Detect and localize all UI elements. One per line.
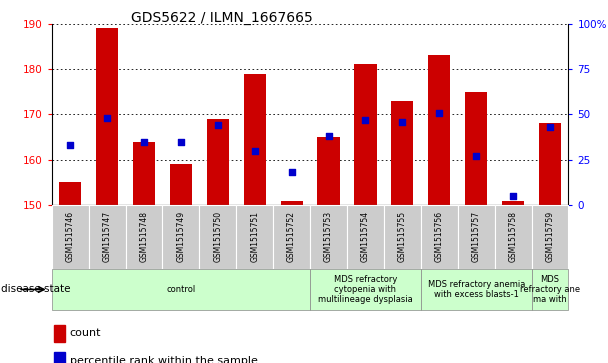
Bar [52, 269, 310, 310]
Point [545, 124, 555, 130]
Point [323, 133, 333, 139]
Text: control: control [166, 285, 196, 294]
Bar [465, 92, 487, 205]
Text: MDS refractory
cytopenia with
multilineage dysplasia: MDS refractory cytopenia with multilinea… [318, 274, 413, 305]
Bar [237, 205, 273, 269]
Text: GSM1515753: GSM1515753 [324, 211, 333, 262]
Text: GDS5622 / ILMN_1667665: GDS5622 / ILMN_1667665 [131, 11, 313, 25]
Point [398, 119, 407, 125]
Bar [52, 205, 89, 269]
Bar [54, 352, 64, 363]
Point [176, 139, 186, 144]
Point [102, 115, 112, 121]
Bar [495, 205, 531, 269]
Text: disease state: disease state [1, 285, 70, 294]
Text: GSM1515758: GSM1515758 [509, 211, 517, 262]
Bar [310, 269, 421, 310]
Point [434, 110, 444, 115]
Text: GSM1515756: GSM1515756 [435, 211, 444, 262]
Text: GSM1515752: GSM1515752 [287, 211, 296, 262]
Bar [199, 205, 237, 269]
Text: GSM1515748: GSM1515748 [139, 211, 148, 262]
Bar [133, 142, 155, 205]
Bar [207, 119, 229, 205]
Point [361, 117, 370, 123]
Text: MDS
refractory ane
ma with: MDS refractory ane ma with [520, 274, 580, 305]
Bar [428, 55, 451, 205]
Text: GSM1515747: GSM1515747 [103, 211, 111, 262]
Point [65, 142, 75, 148]
Bar [354, 65, 376, 205]
Text: GSM1515754: GSM1515754 [361, 211, 370, 262]
Text: GSM1515749: GSM1515749 [176, 211, 185, 262]
Bar [96, 28, 118, 205]
Text: percentile rank within the sample: percentile rank within the sample [70, 356, 258, 363]
Point [471, 153, 481, 159]
Text: GSM1515751: GSM1515751 [250, 211, 259, 262]
Point [213, 122, 223, 128]
Bar [273, 205, 310, 269]
Text: GSM1515750: GSM1515750 [213, 211, 223, 262]
Bar [539, 123, 561, 205]
Bar [392, 101, 413, 205]
Bar [531, 269, 568, 310]
Text: MDS refractory anemia
with excess blasts-1: MDS refractory anemia with excess blasts… [427, 280, 525, 299]
Bar [170, 164, 192, 205]
Bar [54, 325, 64, 342]
Bar [458, 205, 495, 269]
Bar [59, 183, 81, 205]
Bar [310, 205, 347, 269]
Text: GSM1515757: GSM1515757 [472, 211, 481, 262]
Bar [531, 205, 568, 269]
Bar [317, 137, 340, 205]
Text: GSM1515746: GSM1515746 [66, 211, 75, 262]
Point [508, 193, 518, 199]
Text: GSM1515759: GSM1515759 [545, 211, 554, 262]
Bar [421, 269, 531, 310]
Bar [89, 205, 125, 269]
Text: GSM1515755: GSM1515755 [398, 211, 407, 262]
Point [250, 148, 260, 154]
Bar [347, 205, 384, 269]
Bar [384, 205, 421, 269]
Text: count: count [70, 328, 102, 338]
Bar [125, 205, 162, 269]
Point [139, 139, 149, 144]
Bar [421, 205, 458, 269]
Bar [244, 74, 266, 205]
Bar [162, 205, 199, 269]
Bar [280, 201, 303, 205]
Point [287, 170, 297, 175]
Bar [502, 201, 524, 205]
